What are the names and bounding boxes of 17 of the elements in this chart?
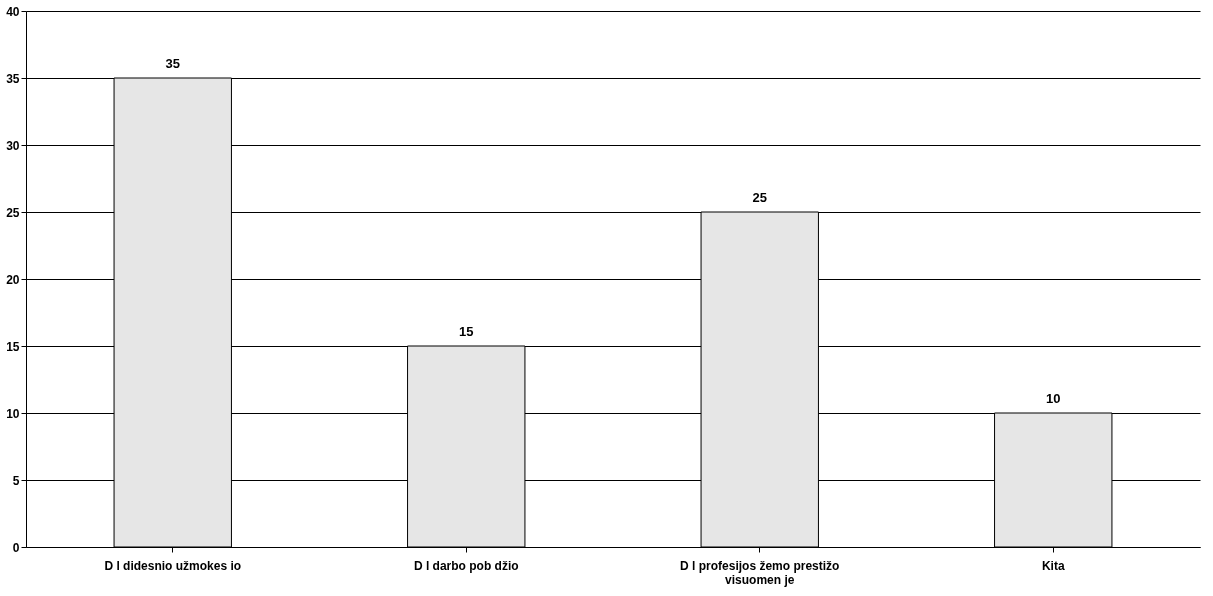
x-tick-label: D l darbo pob džio	[413, 558, 519, 573]
y-tick-label: 25	[6, 205, 20, 220]
y-tick-label: 20	[6, 272, 20, 287]
data-label: 25	[752, 190, 767, 205]
x-tick-label: Kita	[1041, 558, 1065, 573]
x-tick-label: D l profesijos žemo prestižo visuomen je	[680, 558, 840, 587]
y-tick-label: 40	[6, 4, 20, 19]
y-tick-label: 30	[6, 138, 20, 153]
data-label: 15	[459, 324, 474, 339]
y-tick-label: 35	[6, 71, 20, 86]
y-tick-label: 5	[12, 473, 20, 488]
data-label: 10	[1046, 391, 1061, 406]
data-label: 35	[165, 56, 180, 71]
y-tick-label: 15	[6, 339, 20, 354]
y-tick-label: 10	[6, 406, 20, 421]
y-tick-label: 0	[12, 540, 20, 555]
x-tick-label: D l didesnio užmokes io	[104, 558, 242, 573]
